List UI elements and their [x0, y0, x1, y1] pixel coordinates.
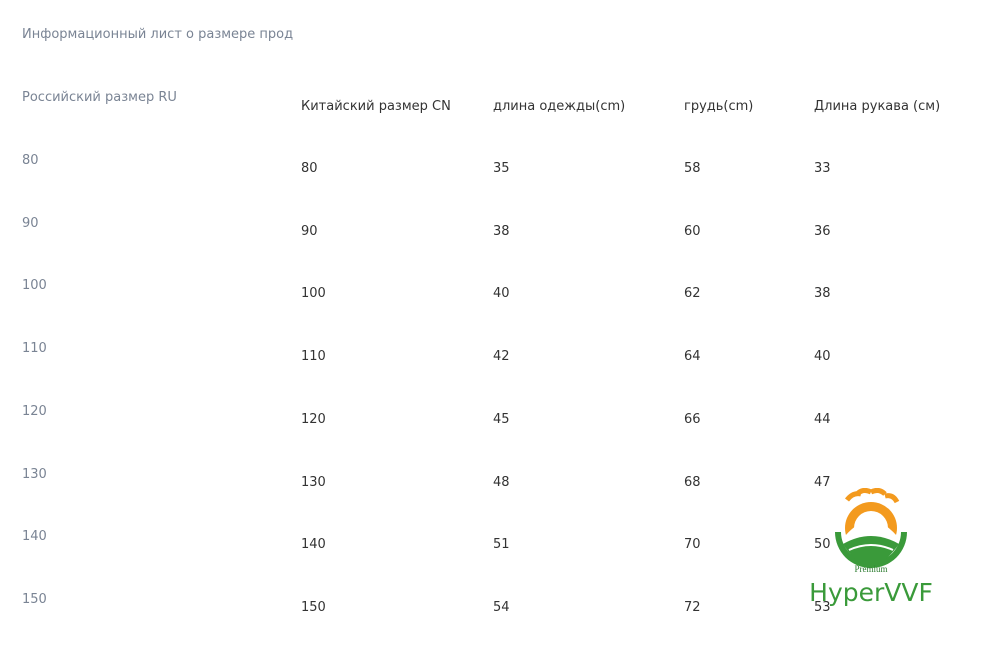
table-cell: 110	[301, 349, 326, 365]
table-cell: 42	[493, 349, 510, 365]
table-cell: 50	[814, 537, 831, 553]
table-cell: 60	[684, 223, 701, 239]
table-cell: 44	[814, 411, 831, 427]
table-cell: 90	[22, 215, 39, 231]
table-cell: 62	[684, 286, 701, 302]
sheet-title: Информационный лист о размере прод	[22, 27, 294, 42]
table-cell: 45	[493, 411, 510, 427]
table-cell: 36	[814, 223, 831, 239]
table-cell: 150	[22, 591, 47, 607]
table-cell: 40	[493, 286, 510, 302]
table-cell: 150	[301, 599, 326, 615]
table-cell: 72	[684, 599, 701, 615]
table-cell: 80	[301, 161, 318, 176]
logo: Premium HyperVVF	[809, 488, 933, 607]
table-cell: 38	[814, 286, 831, 302]
table-cell: 64	[684, 349, 701, 365]
table-cell: 80	[22, 153, 39, 168]
logo-badge: Premium	[855, 564, 888, 574]
table-cell: 54	[493, 599, 510, 615]
column-header: Длина рукава (cм)	[814, 99, 941, 114]
column-header: Китайский размер CN	[301, 99, 451, 114]
table-cell: 66	[684, 411, 701, 427]
table-cell: 47	[814, 474, 831, 490]
column-header: Российский размер RU	[22, 90, 177, 105]
logo-hills	[835, 532, 907, 568]
column-header: длина одежды(cm)	[493, 99, 626, 114]
table-cell: 140	[301, 537, 326, 553]
table-cell: 51	[493, 537, 510, 553]
table-cell: 140	[22, 529, 47, 545]
table-cell: 35	[493, 161, 510, 176]
table-cell: 33	[814, 161, 831, 176]
logo-name: HyperVVF	[809, 578, 933, 607]
table-cell: 58	[684, 161, 701, 176]
table-cell: 68	[684, 474, 701, 490]
table-cell: 38	[493, 223, 510, 239]
table-cell: 90	[301, 223, 318, 239]
table-cell: 100	[22, 278, 47, 294]
column-header: грудь(cm)	[684, 99, 754, 114]
table-cell: 130	[22, 466, 47, 482]
table-cell: 110	[22, 341, 47, 357]
table-cell: 100	[301, 286, 326, 302]
table-cell: 120	[22, 403, 47, 419]
table-cell: 40	[814, 349, 831, 365]
table-cell: 48	[493, 474, 510, 490]
table-cell: 120	[301, 411, 326, 427]
table-cell: 53	[814, 599, 831, 615]
table-cell: 130	[301, 474, 326, 490]
table-cell: 70	[684, 537, 701, 553]
